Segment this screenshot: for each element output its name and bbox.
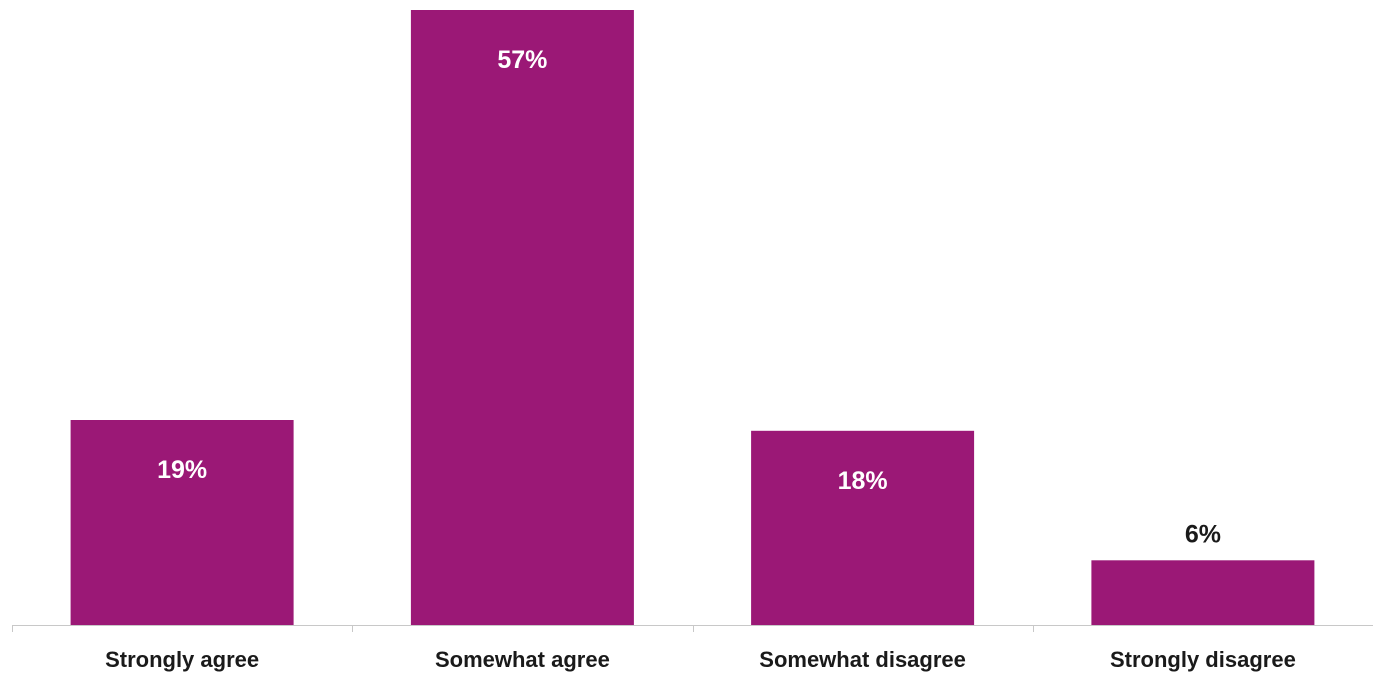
x-tick-label: Somewhat agree [435, 647, 610, 672]
bar [410, 10, 634, 625]
bar [70, 420, 294, 625]
x-axis [12, 625, 1373, 632]
x-tick-label: Strongly agree [105, 647, 259, 672]
bar [751, 430, 975, 625]
bar-value-label: 18% [838, 467, 888, 495]
bars-layer [70, 10, 1315, 625]
x-tick-label: Strongly disagree [1110, 647, 1296, 672]
bar-value-label: 57% [497, 46, 547, 74]
bar-value-label: 6% [1185, 520, 1221, 548]
bar-value-label: 19% [157, 456, 207, 484]
labels-layer: 19% Strongly agree 57% Somewhat agree 18% Som… [105, 46, 1296, 672]
bar [1091, 560, 1315, 625]
x-tick-label: Somewhat disagree [759, 647, 966, 672]
